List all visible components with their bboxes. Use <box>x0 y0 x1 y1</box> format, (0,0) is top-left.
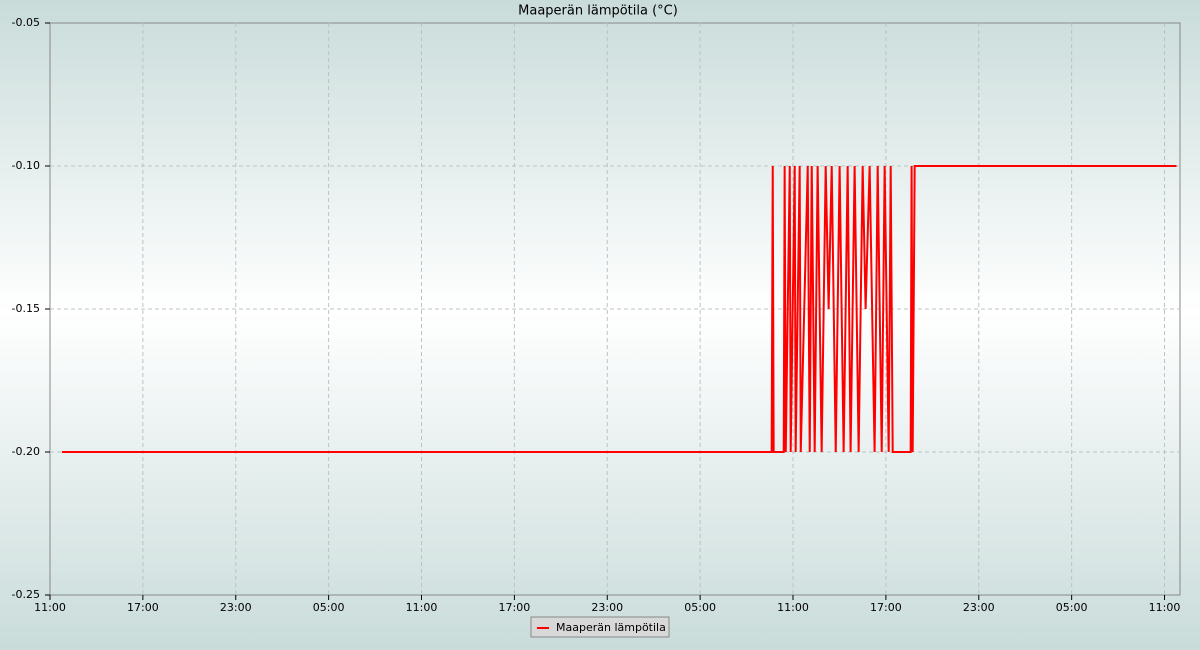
x-tick-label: 11:00 <box>34 601 66 614</box>
x-tick-label: 05:00 <box>313 601 345 614</box>
x-tick-label: 05:00 <box>1056 601 1088 614</box>
x-tick-label: 17:00 <box>499 601 531 614</box>
x-tick-label: 23:00 <box>591 601 623 614</box>
x-tick-label: 17:00 <box>870 601 902 614</box>
x-tick-label: 17:00 <box>127 601 159 614</box>
chart-title: Maaperän lämpötila (°C) <box>518 4 678 19</box>
legend <box>530 616 670 638</box>
x-tick-label: 11:00 <box>406 601 438 614</box>
series-line <box>61 165 1177 453</box>
plot <box>61 165 1177 453</box>
y-tick-label: -0.05 <box>12 16 40 29</box>
x-tick-label: 11:00 <box>777 601 809 614</box>
y-tick-label: -0.10 <box>12 159 40 172</box>
x-tick-label: 11:00 <box>1149 601 1181 614</box>
y-tick-label: -0.15 <box>12 302 40 315</box>
x-tick-label: 05:00 <box>684 601 716 614</box>
x-tick-label: 23:00 <box>220 601 252 614</box>
y-tick-label: -0.25 <box>12 588 40 601</box>
x-tick-label: 23:00 <box>963 601 995 614</box>
legend-label: Maaperän lämpötila <box>556 621 666 634</box>
y-tick-label: -0.20 <box>12 445 40 458</box>
